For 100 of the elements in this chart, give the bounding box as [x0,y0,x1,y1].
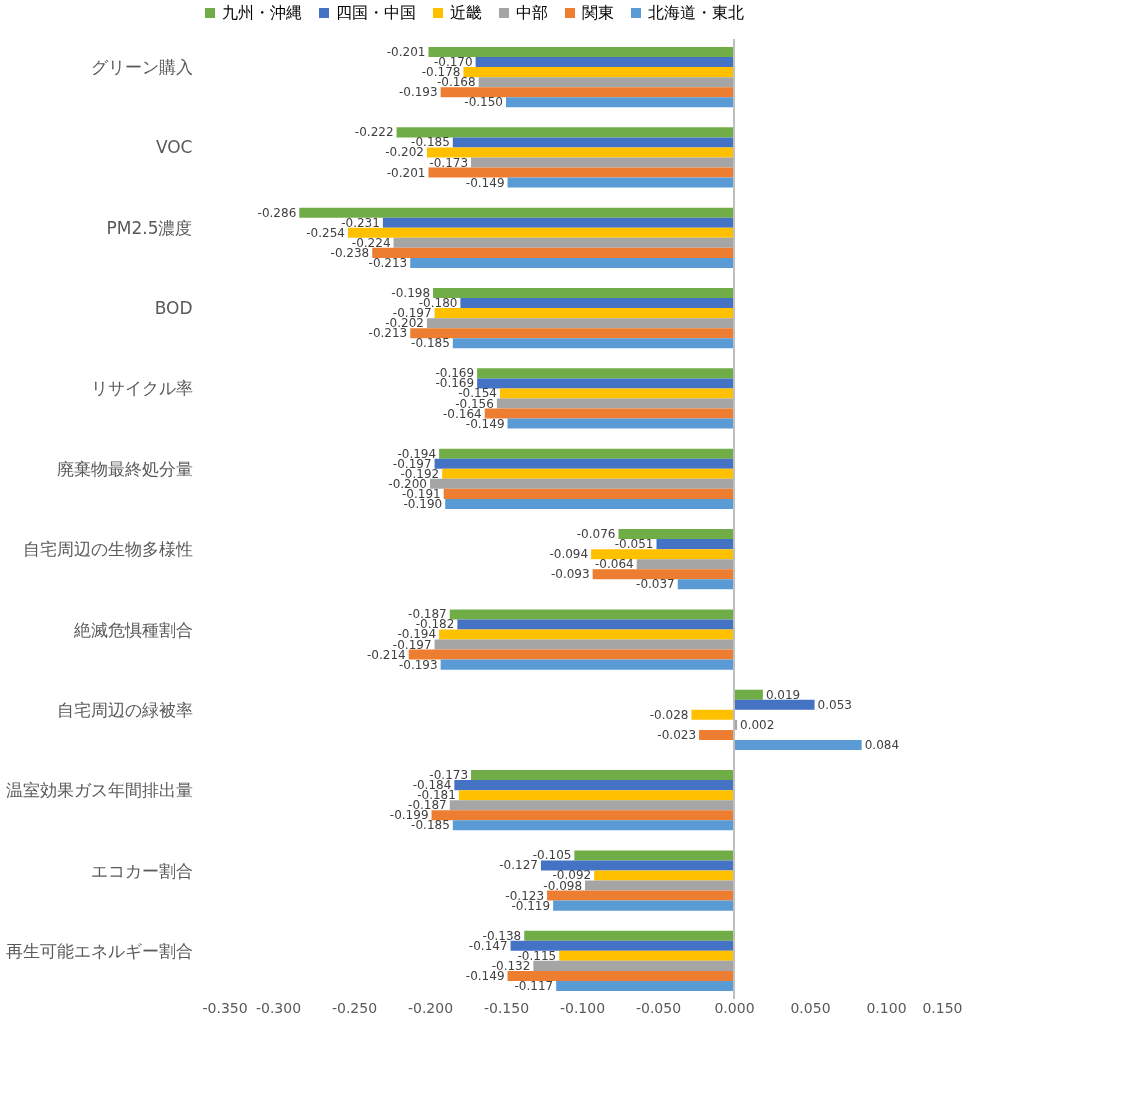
y-tick-label: 自宅周辺の生物多様性 [22,539,193,560]
data-label: -0.201 [386,165,426,180]
data-label: -0.076 [576,527,616,542]
bar [510,940,734,951]
bar [440,659,734,670]
bar [591,549,734,560]
data-label: -0.213 [368,255,408,270]
data-label: -0.023 [657,727,697,742]
bar [691,709,734,720]
bar [396,127,734,138]
bar [540,860,734,871]
bar [452,338,734,349]
data-label: -0.147 [468,938,508,953]
bar [439,448,734,459]
data-label: -0.064 [595,557,634,572]
bar [506,97,734,108]
x-tick-label: -0.200 [407,999,454,1016]
data-label: -0.193 [398,85,438,100]
x-tick-label: 0.100 [866,999,907,1016]
data-label: -0.213 [368,326,408,341]
data-label: -0.127 [499,858,538,873]
bar [410,257,734,268]
bar [408,649,734,660]
data-label: -0.185 [411,818,450,833]
legend-label: 近畿 [450,3,482,22]
bar [677,579,734,590]
x-tick-label: -0.100 [559,999,606,1016]
bar [440,87,734,98]
data-label: -0.117 [514,978,554,993]
data-label: 0.019 [765,687,801,702]
bar [458,790,734,801]
bar [592,569,734,580]
bar [556,980,734,991]
data-label: -0.150 [464,95,503,110]
bar [443,488,734,499]
bar [656,539,734,550]
bar [499,388,734,399]
bar [477,378,734,389]
bar [445,498,734,509]
bar [618,529,734,540]
data-label: -0.037 [636,577,675,592]
data-label: -0.185 [411,336,450,351]
legend-label: 四国・中国 [336,3,416,22]
x-tick-label: -0.350 [202,999,248,1016]
data-label: 0.002 [740,717,775,732]
bar [454,780,734,791]
bar [463,67,734,78]
bar [559,950,734,961]
y-tick-label: PM2.5濃度 [106,217,193,238]
bar [434,458,734,469]
bar [734,689,763,700]
bar [636,559,734,570]
bar [410,328,734,339]
x-tick-label: -0.050 [635,999,682,1016]
bar [524,930,734,941]
data-label: -0.168 [436,75,476,90]
data-label: -0.028 [649,707,689,722]
legend-label: 中部 [516,3,548,22]
bar [496,398,734,409]
y-tick-label: エコカー割合 [90,860,193,881]
bar [553,900,734,911]
bar [452,820,734,831]
x-tick-label: 0.050 [790,999,831,1016]
x-tick-label: -0.150 [483,999,530,1016]
data-label: -0.149 [465,416,505,431]
y-tick-label: 絶滅危惧種割合 [72,619,193,640]
bar [478,77,734,88]
y-tick-label: BOD [154,298,193,319]
bar [430,478,734,489]
bar [442,468,734,479]
y-tick-label: グリーン購入 [90,57,193,78]
y-tick-label: 温室効果ガス年間排出量 [5,780,193,801]
data-label: -0.149 [465,968,505,983]
bar [449,800,734,811]
bar [734,699,815,710]
data-label: -0.051 [614,537,654,552]
bar [434,308,734,319]
bar [507,970,734,981]
y-tick-label: リサイクル率 [90,378,193,399]
bar [457,619,734,630]
y-tick-label: 再生可能エネルギー割合 [5,940,193,961]
bar [426,318,734,329]
y-tick-label: 自宅周辺の緑被率 [56,699,193,720]
bar [299,207,734,218]
bar [533,960,734,971]
bar [382,217,734,228]
bar [585,880,734,891]
bar [547,890,734,901]
data-label: -0.093 [550,567,590,582]
data-label: -0.173 [429,155,469,170]
data-label: -0.193 [398,657,438,672]
bar [594,870,734,881]
data-label: -0.286 [257,205,297,220]
bar [507,418,734,429]
legend-label: 関東 [582,3,614,22]
bar [452,137,734,148]
legend-label: 北海道・東北 [648,3,744,22]
data-label: -0.202 [385,145,424,160]
bar [431,810,734,821]
bar [475,57,734,68]
